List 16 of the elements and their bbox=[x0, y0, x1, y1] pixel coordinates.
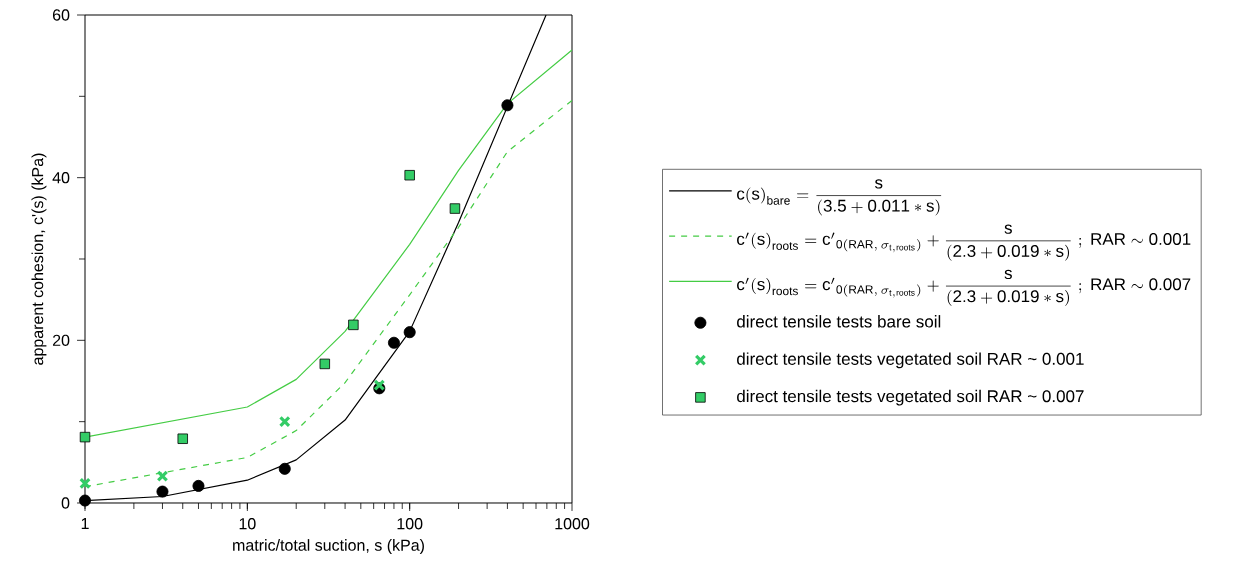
legend-label: direct tensile tests vegetated soil RAR ~ 0.001 bbox=[737, 352, 1084, 369]
legend-label: direct tensile tests vegetated soil RAR ~ 0.007 bbox=[737, 389, 1084, 406]
legend-label: $\mathrm{c'(s)}_{\mathrm{roots}} = \mathrm{c'}_{\mathrm{0(RAR,\,}\sigma_{\mathrm{t,roots}}\mathrm{)}} + \dfrac{\mathrm{s}}{\mathrm{(2.3+0.019*s)}}\ \mathrm{;\ RAR} \sim \mathrm{0.007}$ bbox=[737, 269, 1191, 307]
legend-label: $\mathrm{c'(s)}_{\mathrm{roots}} = \mathrm{c'}_{\mathrm{0(RAR,\,}\sigma_{\mathrm{t,roots}}\mathrm{)}} + \dfrac{\mathrm{s}}{\mathrm{(2.3+0.019*s)}}\ \mathrm{;\ RAR} \sim \mathrm{0.001}$ bbox=[737, 224, 1191, 261]
y-tick-label: 40 bbox=[52, 172, 70, 184]
y-tick-label: 20 bbox=[52, 334, 70, 346]
x-axis-title: matric/total suction, s (kPa) bbox=[233, 539, 424, 555]
x-tick-label: 10 bbox=[239, 518, 256, 530]
x-tick-label: 1000 bbox=[555, 518, 590, 530]
legend-label: $\mathrm{c(s)}_{\mathrm{bare}} = \dfrac{\mathrm{s}}{\mathrm{(3.5+0.011*s)}}$ bbox=[737, 179, 942, 216]
x-tick-label: 1 bbox=[81, 518, 89, 530]
y-tick-label: 60 bbox=[52, 9, 70, 21]
x-tick-label: 100 bbox=[397, 518, 423, 530]
y-axis-title: apparent cohesion, c'(s) (kPa) bbox=[31, 153, 47, 365]
y-tick-label: 0 bbox=[61, 497, 70, 509]
legend-label: direct tensile tests bare soil bbox=[737, 315, 941, 328]
